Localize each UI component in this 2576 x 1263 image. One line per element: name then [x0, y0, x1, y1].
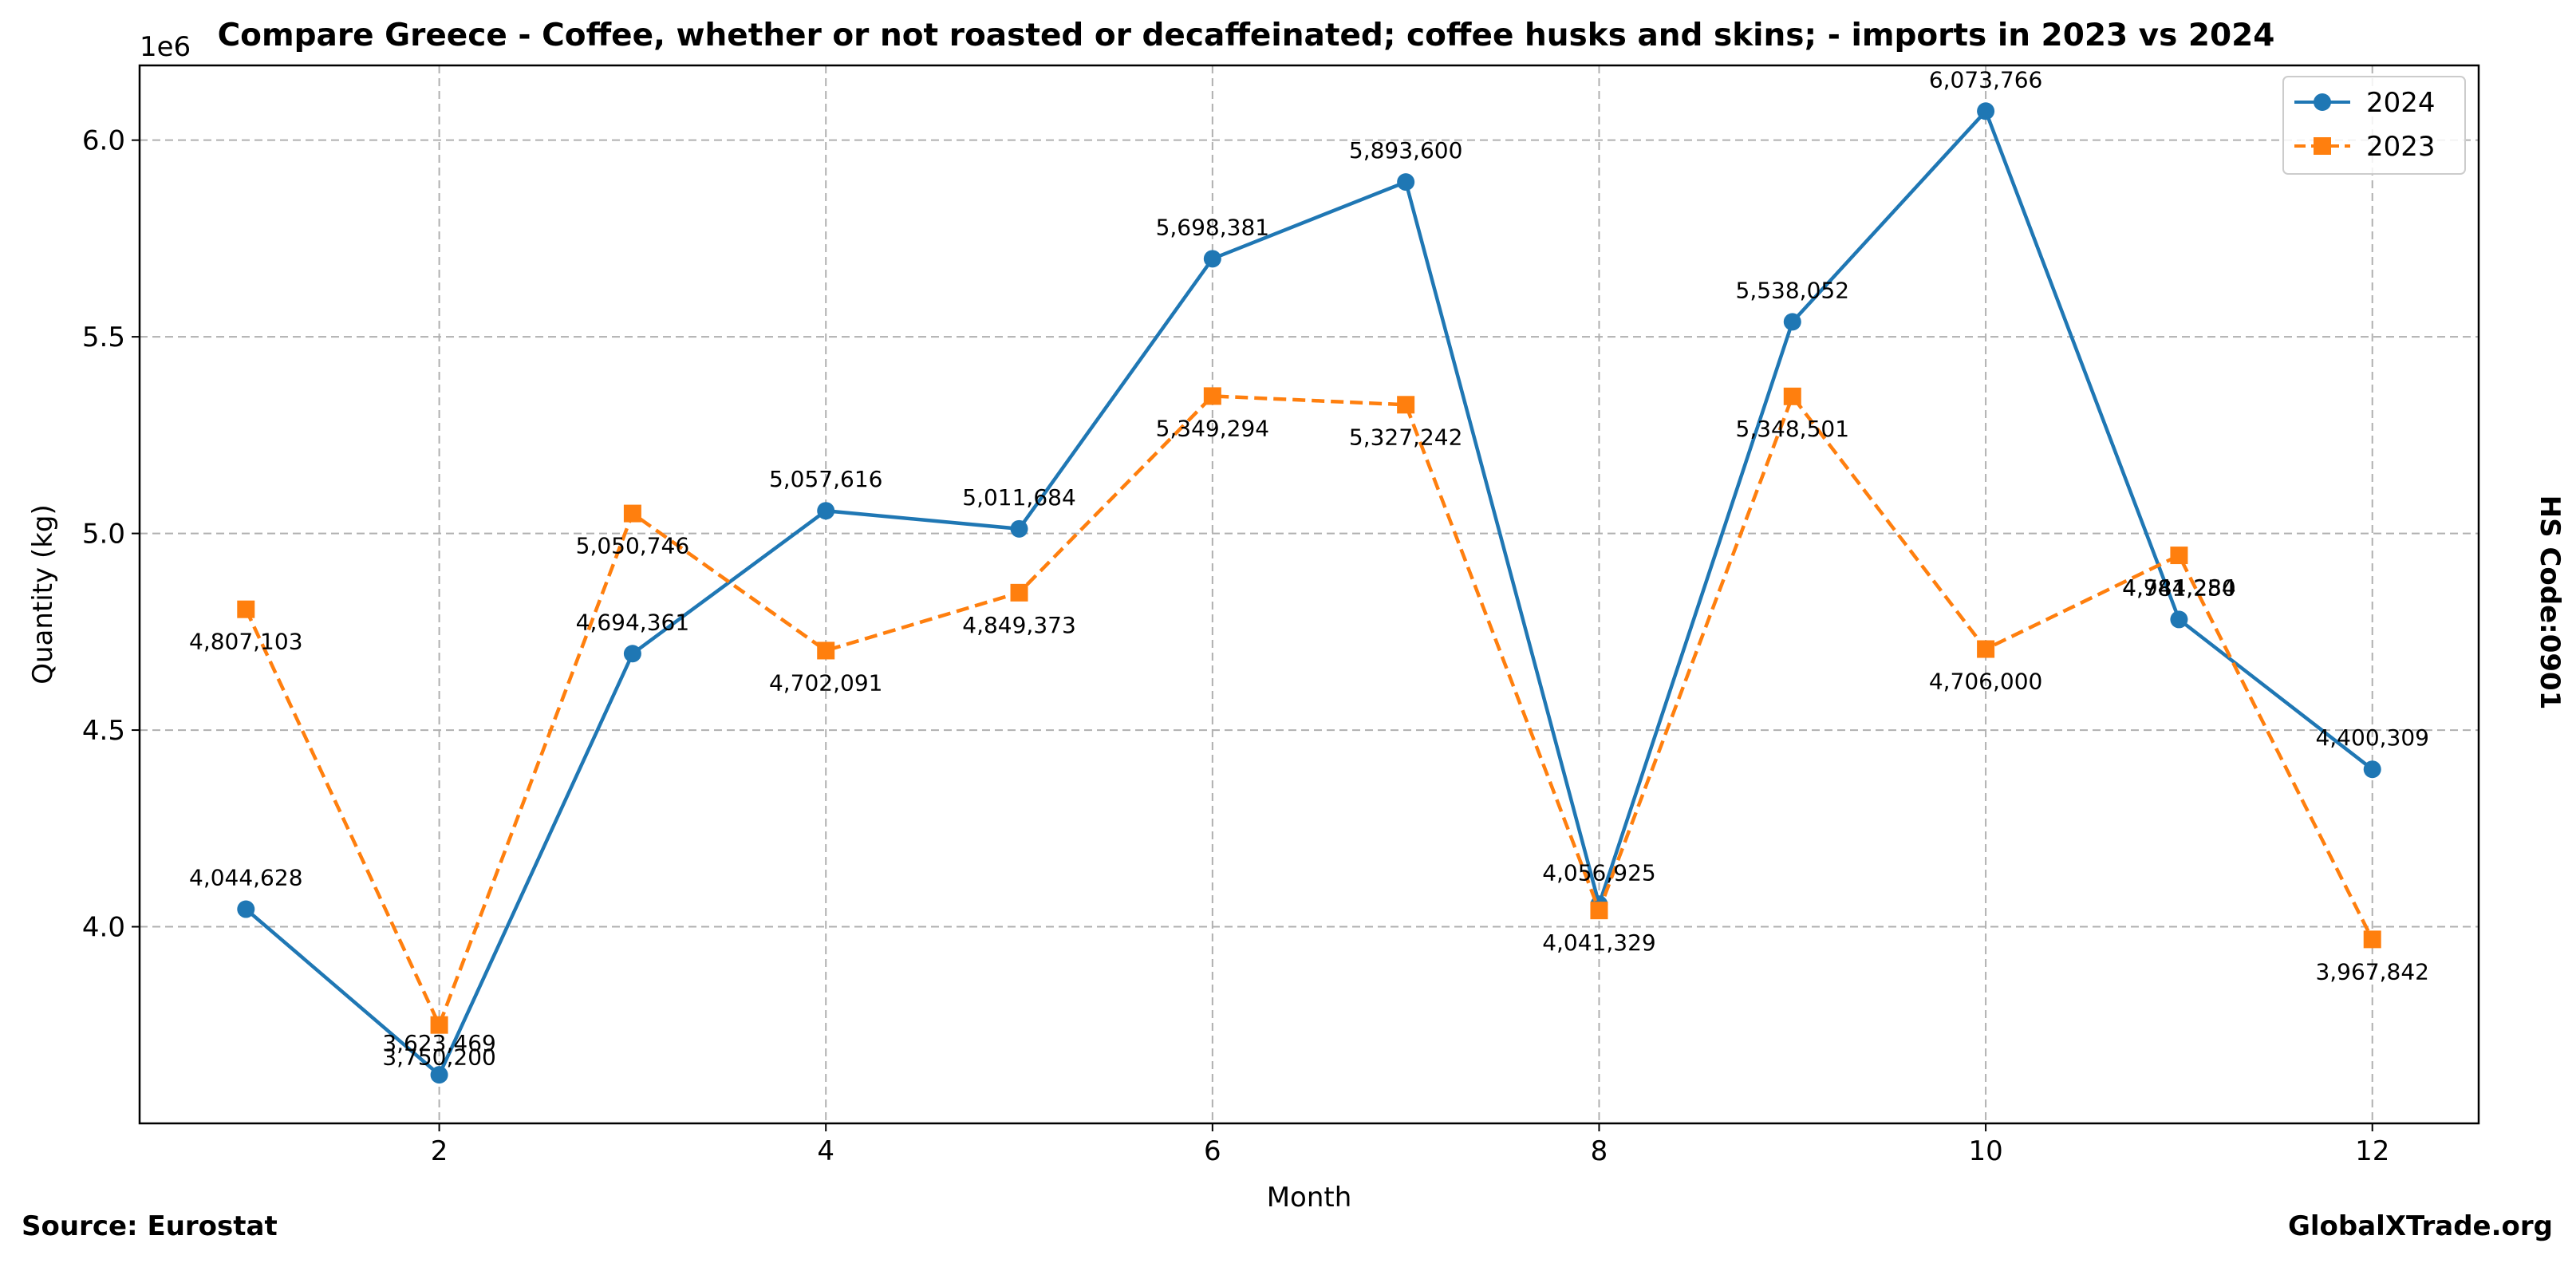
x-tick-label: 10 — [1968, 1135, 2002, 1167]
series-line-2023 — [244, 393, 2374, 1030]
x-tick-label: 8 — [1591, 1135, 1608, 1167]
x-tick-label: 12 — [2355, 1135, 2389, 1167]
series-line-2024 — [244, 108, 2374, 1078]
point-2024 — [1203, 250, 1221, 268]
data-label-2024: 4,694,361 — [576, 609, 690, 635]
data-label-2023: 3,967,842 — [2315, 958, 2429, 985]
data-label-2023: 5,050,746 — [576, 533, 690, 559]
data-label-2023: 4,807,103 — [189, 629, 303, 655]
data-label-2024: 5,011,684 — [962, 484, 1076, 511]
point-2023 — [817, 641, 835, 660]
data-label-2024: 4,400,309 — [2315, 724, 2429, 751]
y-tick-label: 5.0 — [82, 519, 125, 551]
legend-marker-2023 — [2314, 137, 2331, 155]
point-2023 — [237, 600, 255, 618]
point-2023 — [2363, 930, 2381, 949]
data-label-2023: 4,849,373 — [962, 612, 1076, 638]
legend-marker-2024 — [2314, 93, 2331, 111]
data-label-2023: 4,944,284 — [2122, 574, 2236, 601]
series-layer — [237, 102, 2381, 1084]
data-label-2024: 4,781,250 — [2122, 574, 2236, 601]
point-2024 — [2170, 610, 2188, 629]
legend-label-2023: 2023 — [2366, 131, 2436, 163]
point-2023 — [2170, 547, 2188, 565]
y-axis: 4.0 4.5 5.0 5.5 6.0 — [82, 125, 140, 944]
point-2023 — [1783, 387, 1801, 405]
data-label-2023: 5,348,501 — [1736, 416, 1850, 442]
y-tick-label: 6.0 — [82, 125, 125, 157]
point-2023 — [1590, 902, 1608, 920]
chart-title: Compare Greece - Coffee, whether or not … — [218, 18, 2275, 53]
plot-frame — [138, 64, 2480, 1125]
data-label-2023: 5,327,242 — [1349, 424, 1463, 450]
point-2024 — [430, 1066, 448, 1084]
legend: 2024 2023 — [2282, 76, 2466, 175]
data-label-2023: 5,349,294 — [1156, 415, 1270, 441]
x-axis: 2 4 6 8 10 12 — [431, 1123, 2389, 1167]
brand-label: GlobalXTrade.org — [2288, 1210, 2553, 1242]
point-2024 — [2363, 760, 2381, 779]
point-2024 — [1397, 173, 1415, 191]
source-label: Source: Eurostat — [22, 1210, 278, 1242]
y-tick-label: 4.5 — [82, 715, 125, 747]
data-label-2024: 5,698,381 — [1156, 214, 1270, 240]
point-2024 — [817, 502, 835, 520]
data-label-2023: 3,750,200 — [382, 1044, 496, 1071]
point-2023 — [1977, 640, 1995, 658]
data-label-2023: 4,706,000 — [1929, 669, 2043, 695]
x-tick-label: 6 — [1204, 1135, 1221, 1167]
point-2023 — [1397, 396, 1415, 414]
point-2023 — [430, 1016, 448, 1034]
data-label-2024: 5,893,600 — [1349, 137, 1463, 164]
point-2024 — [1010, 519, 1028, 538]
x-tick-label: 4 — [817, 1135, 834, 1167]
y-axis-label: Quantity (kg) — [27, 504, 59, 685]
data-label-2023: 4,702,091 — [769, 669, 883, 696]
data-label-2024: 4,056,925 — [1542, 859, 1656, 886]
y-offset-label: 1e6 — [140, 31, 191, 63]
point-2024 — [1977, 102, 1995, 120]
x-axis-label: Month — [1267, 1182, 1352, 1214]
data-labels: 4,044,628 3,623,469 4,694,361 5,057,616 5,01… — [189, 66, 2429, 1070]
point-2024 — [237, 900, 255, 918]
legend-label-2024: 2024 — [2366, 87, 2436, 119]
hs-code-label: HS Code:0901 — [2534, 495, 2566, 710]
x-tick-label: 2 — [431, 1135, 448, 1167]
data-label-2023: 4,041,329 — [1542, 929, 1656, 956]
point-2023 — [623, 504, 641, 523]
data-label-2024: 6,073,766 — [1929, 66, 2043, 93]
data-label-2024: 4,044,628 — [189, 865, 303, 891]
grid — [140, 65, 2479, 1123]
data-label-2024: 3,623,469 — [382, 1030, 496, 1056]
point-2024 — [1783, 313, 1801, 331]
y-tick-label: 4.0 — [82, 912, 125, 944]
point-2023 — [1203, 387, 1221, 405]
y-tick-label: 5.5 — [82, 322, 125, 353]
point-2024 — [623, 645, 641, 663]
point-2023 — [1010, 583, 1028, 602]
data-label-2024: 5,538,052 — [1736, 277, 1850, 303]
data-label-2024: 5,057,616 — [769, 466, 883, 492]
